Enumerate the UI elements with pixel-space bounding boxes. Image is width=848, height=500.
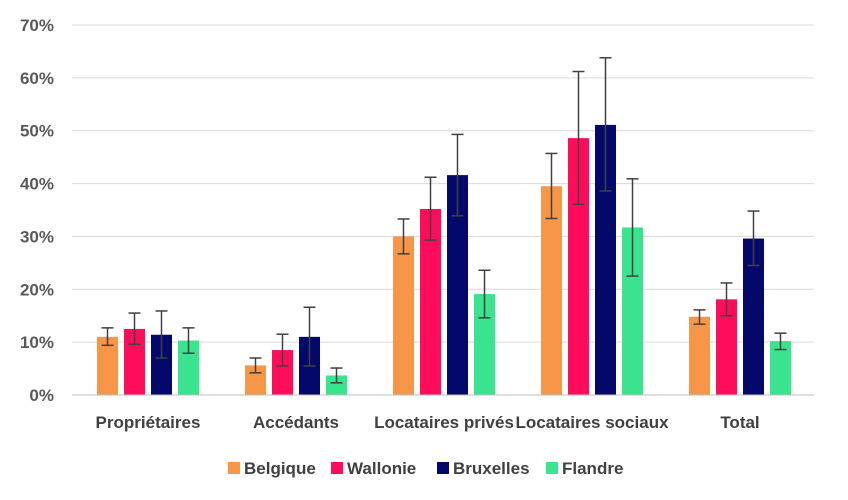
x-category-label: Locataires sociaux bbox=[515, 413, 669, 432]
error-bar bbox=[276, 333, 289, 367]
error-bars bbox=[101, 57, 787, 384]
bar-belgique-2 bbox=[393, 236, 414, 395]
y-tick-label: 70% bbox=[20, 16, 54, 35]
error-bar bbox=[478, 269, 491, 319]
gridlines bbox=[72, 24, 814, 343]
error-bar bbox=[101, 327, 114, 347]
bar-bruxelles-0 bbox=[151, 334, 172, 395]
error-bar bbox=[599, 57, 612, 192]
error-bar bbox=[774, 332, 787, 351]
legend-item-belgique: Belgique bbox=[228, 459, 316, 478]
bar-wallonie-4 bbox=[716, 299, 737, 395]
bar-wallonie-1 bbox=[272, 350, 293, 395]
error-bar bbox=[720, 282, 733, 317]
y-tick-label: 50% bbox=[20, 122, 54, 141]
bar-bruxelles-4 bbox=[743, 238, 764, 395]
bar-flandre-3 bbox=[622, 227, 643, 395]
y-tick-label: 40% bbox=[20, 175, 54, 194]
legend-swatch bbox=[437, 462, 449, 474]
bar-wallonie-3 bbox=[568, 138, 589, 395]
bar-belgique-3 bbox=[541, 186, 562, 395]
x-axis-categories: Propriétaires Accédants Locataires privés L… bbox=[96, 413, 760, 432]
error-bar bbox=[693, 309, 706, 325]
bar-bruxelles-3 bbox=[595, 124, 616, 396]
error-bar bbox=[451, 133, 464, 217]
bar-flandre-1 bbox=[326, 375, 347, 395]
legend-swatch bbox=[228, 462, 240, 474]
y-tick-label: 10% bbox=[20, 333, 54, 352]
bar-bruxelles-2 bbox=[447, 175, 468, 395]
error-bar bbox=[249, 357, 262, 374]
error-bar bbox=[545, 152, 558, 220]
legend-label: Belgique bbox=[244, 459, 316, 478]
bars bbox=[97, 124, 791, 396]
bar-wallonie-0 bbox=[124, 328, 145, 395]
error-bar bbox=[747, 210, 760, 267]
error-bar bbox=[128, 312, 141, 346]
bar-flandre-0 bbox=[178, 340, 199, 395]
error-bar bbox=[397, 218, 410, 255]
legend-item-flandre: Flandre bbox=[546, 459, 623, 478]
bar-wallonie-2 bbox=[420, 208, 441, 395]
error-bar bbox=[330, 367, 343, 384]
x-category-label: Locataires privés bbox=[374, 413, 514, 432]
error-bar bbox=[182, 327, 195, 354]
bar-flandre-2 bbox=[474, 294, 495, 395]
legend-label: Bruxelles bbox=[453, 459, 530, 478]
legend-item-wallonie: Wallonie bbox=[331, 459, 416, 478]
y-tick-label: 20% bbox=[20, 280, 54, 299]
legend-item-bruxelles: Bruxelles bbox=[437, 459, 530, 478]
legend-swatch bbox=[331, 462, 343, 474]
bar-belgique-4 bbox=[689, 316, 710, 395]
legend-label: Wallonie bbox=[347, 459, 416, 478]
legend-label: Flandre bbox=[562, 459, 623, 478]
error-bar bbox=[303, 306, 316, 367]
error-bar bbox=[626, 178, 639, 277]
y-tick-label: 60% bbox=[20, 69, 54, 88]
bar-belgique-0 bbox=[97, 336, 118, 395]
y-tick-label: 30% bbox=[20, 227, 54, 246]
error-bar bbox=[424, 176, 437, 241]
y-tick-label: 0% bbox=[29, 386, 54, 405]
error-bar bbox=[155, 310, 168, 359]
y-axis-ticks: 0% 10% 20% 30% 40% 50% 60% 70% bbox=[20, 16, 54, 405]
legend: Belgique Wallonie Bruxelles Flandre bbox=[228, 459, 623, 478]
error-bar bbox=[572, 70, 585, 205]
bar-flandre-4 bbox=[770, 341, 791, 395]
x-category-label: Propriétaires bbox=[96, 413, 201, 432]
x-category-label: Total bbox=[720, 413, 759, 432]
legend-swatch bbox=[546, 462, 558, 474]
x-category-label: Accédants bbox=[253, 413, 339, 432]
